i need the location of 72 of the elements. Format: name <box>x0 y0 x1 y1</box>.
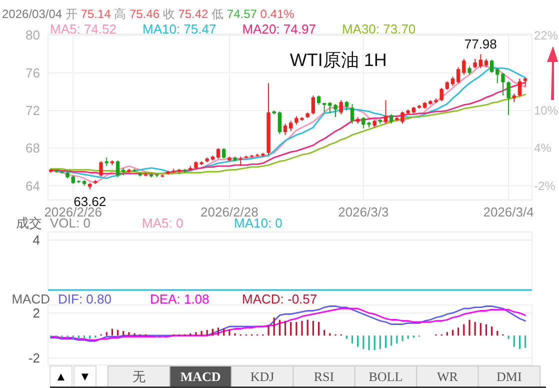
candlestick <box>450 76 455 87</box>
annotation: 77.98 <box>464 36 497 52</box>
text: WTI原油 1H <box>290 50 387 70</box>
x-tick-label: 2026/3/4 <box>483 204 534 220</box>
candlestick <box>283 123 288 136</box>
y-tick-label: 80 <box>26 28 40 43</box>
text: ▼ <box>79 370 91 384</box>
category-label: MACD <box>180 369 221 384</box>
candlestick <box>456 66 460 84</box>
candlestick <box>350 103 354 124</box>
candlestick <box>501 72 505 96</box>
candlestick <box>490 59 494 74</box>
x-tick-label: 2026/3/3 <box>338 204 389 220</box>
text: 低 <box>208 7 224 21</box>
text: VOL: 0 <box>50 216 90 230</box>
y-tick-label: 72 <box>26 103 40 118</box>
category-label: BOLL <box>368 369 403 384</box>
text: 75.14 <box>77 7 112 21</box>
text: MA10: 75.47 <box>142 22 216 36</box>
text: 75.42 <box>174 7 209 21</box>
category-label: WR <box>436 369 458 384</box>
text: MA5: 74.52 <box>50 22 116 36</box>
candlestick <box>496 68 500 84</box>
series-label: MACD: -0.57 <box>242 292 318 306</box>
text: 75.46 <box>126 7 160 21</box>
y2-tick-label: 4% <box>534 141 552 156</box>
text: 收 <box>160 7 175 21</box>
text: 开 <box>62 7 78 21</box>
candlestick <box>288 120 293 132</box>
text: MA5: 0 <box>142 216 184 230</box>
y-tick-label: -2 <box>28 350 40 366</box>
candlestick <box>518 78 522 97</box>
text: 0.41% <box>256 7 295 21</box>
candlestick <box>478 54 482 69</box>
candlestick <box>339 100 343 115</box>
text: 4 <box>32 232 40 248</box>
candlestick <box>216 148 220 159</box>
candlestick <box>384 100 388 124</box>
text: ▲ <box>55 370 67 384</box>
candlestick <box>344 100 349 112</box>
candlestick <box>311 94 316 115</box>
candlestick <box>99 160 103 177</box>
y-tick-label: 2 <box>32 305 40 320</box>
candlestick <box>222 148 226 159</box>
text: 2026/03/04 <box>2 7 62 21</box>
y2-tick-label: -2% <box>534 178 556 193</box>
text: DIF: 0.80 <box>58 292 112 306</box>
text: MA30: 73.70 <box>342 22 416 36</box>
category-label: KDJ <box>250 369 274 384</box>
candlestick <box>116 160 120 178</box>
text: MA20: 74.97 <box>242 22 316 36</box>
y2-tick-label: 10% <box>534 104 558 118</box>
text: DEA: 1.08 <box>150 292 210 306</box>
category-label: DMI <box>496 369 522 384</box>
candlestick <box>278 110 282 135</box>
text: 高 <box>110 7 126 21</box>
y-tick-label: 68 <box>26 140 40 156</box>
y-axis-title: MACD <box>12 292 50 306</box>
category-label: 无 <box>132 369 146 384</box>
candlestick <box>506 80 510 116</box>
candlestick <box>473 58 477 69</box>
category-label: RSI <box>314 369 334 384</box>
candlestick <box>238 156 242 167</box>
candlestick <box>440 87 444 102</box>
y-tick-label: 64 <box>26 178 40 194</box>
y2-tick-label: 22% <box>534 28 558 42</box>
y-tick-label: 76 <box>26 65 40 80</box>
candlestick <box>316 94 321 106</box>
text: 74.57 <box>224 7 258 21</box>
candlestick <box>389 114 394 124</box>
text: 成交 <box>16 216 42 230</box>
candlestick <box>462 58 466 76</box>
